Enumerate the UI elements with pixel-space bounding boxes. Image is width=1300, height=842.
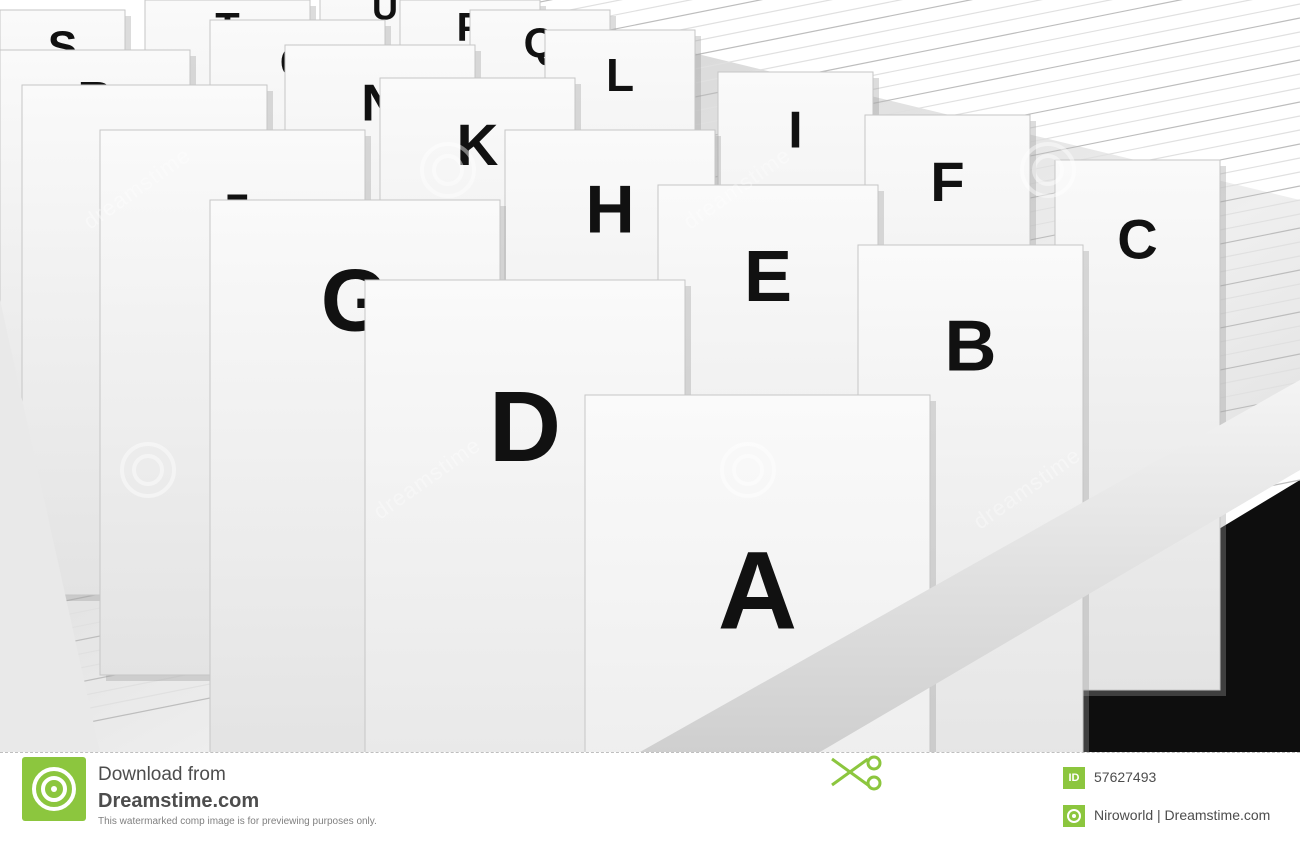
footer-bar: Download from Dreamstime.com This waterm… xyxy=(0,752,1300,842)
index-file-photo: UPTSOQRNLMKIJHFGECDBA dreamstime dreamst… xyxy=(0,0,1300,752)
id-icon: ID xyxy=(1063,767,1085,789)
left-edge xyxy=(0,300,100,752)
preview-notice: This watermarked comp image is for previ… xyxy=(98,816,377,827)
tab-letter: H xyxy=(585,171,634,247)
image-id: 57627493 xyxy=(1094,769,1157,785)
index-tabs: UPTSOQRNLMKIJHFGECDBA xyxy=(0,0,1226,752)
tab-letter: C xyxy=(1117,208,1157,271)
author-icon xyxy=(1063,805,1085,827)
tab-letter: L xyxy=(606,49,634,101)
front-tray xyxy=(640,380,1300,752)
scissors-icon xyxy=(828,755,888,795)
tab-letter: K xyxy=(457,113,499,178)
tab-letter: E xyxy=(744,237,792,317)
download-label: Download from xyxy=(98,764,226,785)
author-credit: Niroworld | Dreamstime.com xyxy=(1094,807,1271,823)
tab-letter: F xyxy=(930,150,964,213)
tab-letter: I xyxy=(788,102,802,160)
tab-letter: D xyxy=(489,371,561,483)
tab-letter: A xyxy=(718,530,797,653)
brand-name: Dreamstime.com xyxy=(98,790,260,812)
tab-letter: B xyxy=(945,306,997,386)
dreamstime-logo-icon xyxy=(22,757,86,821)
index-tab-a: A xyxy=(584,394,936,752)
